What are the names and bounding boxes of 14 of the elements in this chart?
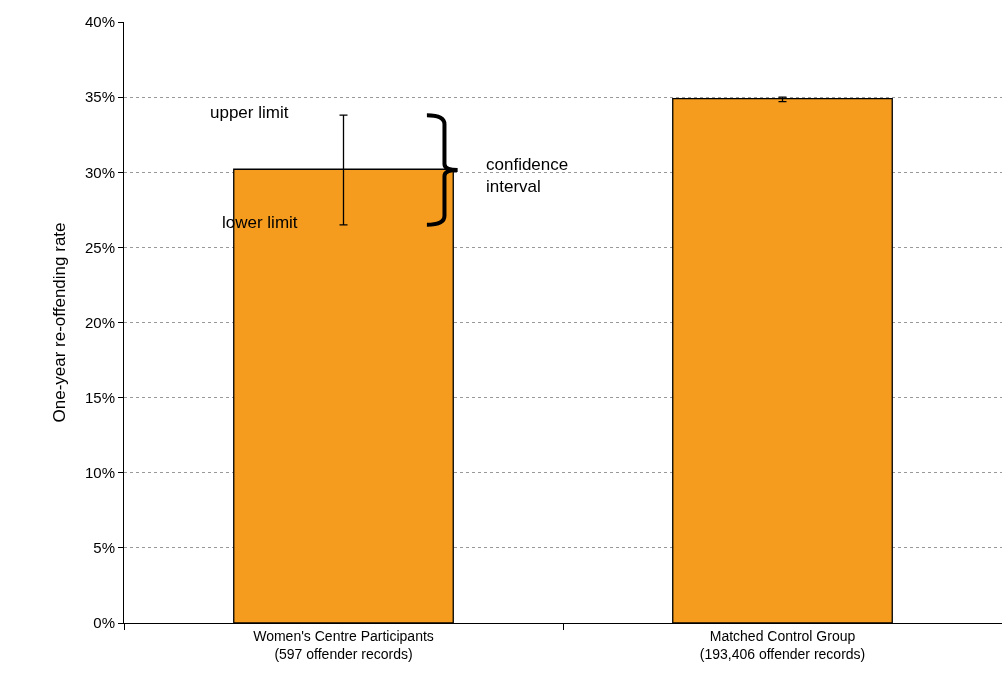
y-tick-label: 40% bbox=[84, 13, 115, 31]
y-tick-label: 35% bbox=[84, 88, 115, 106]
x-tick-label: Matched Control Group (193,406 offender records) bbox=[699, 627, 866, 662]
y-tick-label: 15% bbox=[84, 388, 115, 406]
y-axis-title: One-year re-offending rate bbox=[49, 222, 69, 423]
x-tick-label: Women's Centre Participants (597 offender records) bbox=[253, 627, 434, 662]
y-tick-label: 20% bbox=[84, 313, 115, 331]
annotation: confidence interval bbox=[486, 155, 569, 197]
y-tick-label: 25% bbox=[84, 238, 115, 256]
y-tick-label: 0% bbox=[93, 614, 115, 632]
y-tick-label: 5% bbox=[93, 539, 115, 557]
annotation: upper limit bbox=[210, 103, 289, 122]
y-tick-label: 30% bbox=[84, 163, 115, 181]
y-tick-label: 10% bbox=[84, 464, 115, 481]
